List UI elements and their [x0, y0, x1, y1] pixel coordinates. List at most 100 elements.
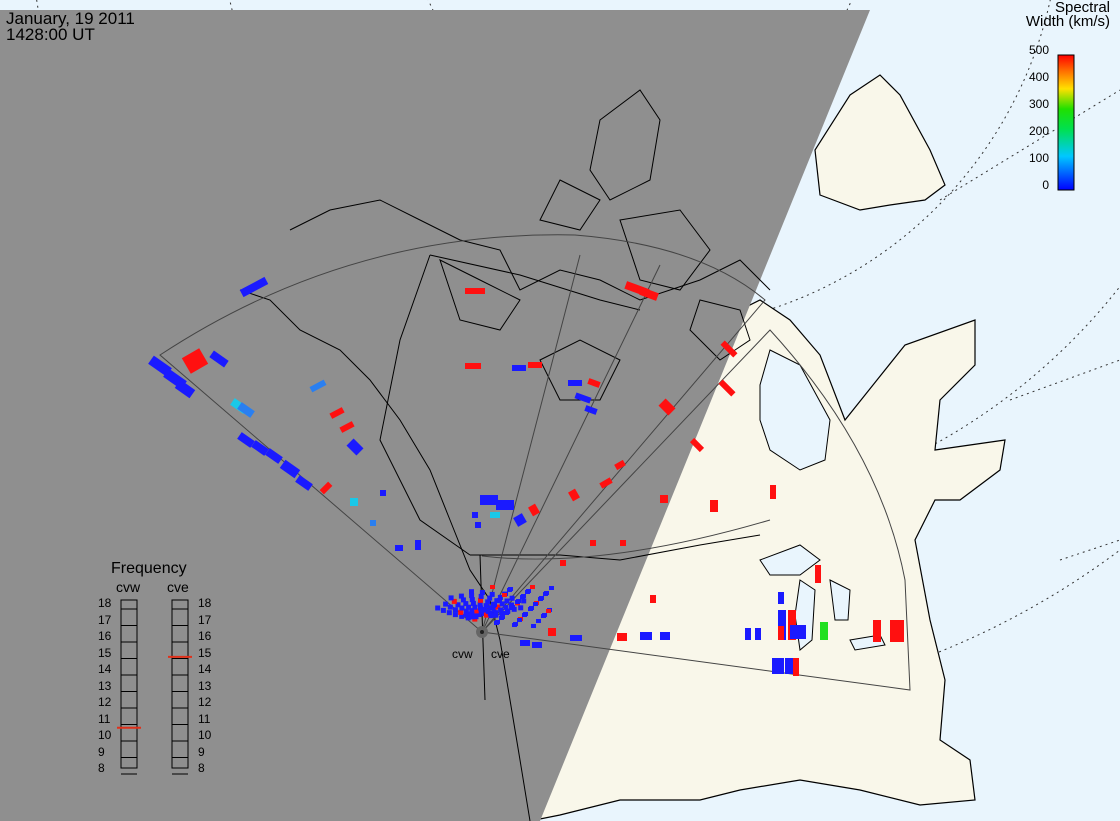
echo-cell — [710, 500, 718, 512]
echo-cell — [148, 355, 172, 377]
echo-cell — [339, 421, 355, 433]
echo-cell — [474, 608, 480, 614]
echo-cell — [584, 405, 598, 415]
borders — [379, 254, 761, 701]
echo-cell — [451, 598, 457, 604]
frequency-tick-right: 15 — [198, 645, 212, 660]
echo-cell — [873, 620, 881, 642]
echo-cell — [502, 593, 507, 597]
echo-cell — [452, 607, 458, 613]
echo-cell — [181, 348, 209, 374]
echo-cell — [521, 598, 527, 604]
echo-cell — [745, 628, 751, 640]
echo-cell — [478, 597, 483, 603]
lake-superior — [759, 544, 821, 576]
echo-cell — [488, 605, 494, 611]
echo-cell — [490, 512, 500, 518]
frequency-tick-left: 14 — [98, 662, 112, 676]
frequency-tick-right: 17 — [198, 612, 212, 627]
echo-cell — [499, 601, 505, 607]
colorbar-tick-label: 500 — [1028, 43, 1049, 57]
frequency-tick-left: 15 — [98, 645, 112, 660]
echo-cell — [463, 608, 469, 614]
echo-cell — [499, 616, 504, 620]
echo-cell — [455, 602, 461, 608]
colorbar-tick-label: 300 — [1028, 97, 1049, 111]
echo-cell — [478, 605, 483, 611]
echo-cell — [458, 593, 464, 599]
colorbar-tick-label: 400 — [1028, 70, 1049, 84]
echo-cell — [440, 607, 446, 613]
echo-cell — [279, 459, 301, 479]
echo-cell — [463, 612, 469, 618]
echo-cell — [477, 601, 483, 607]
fov-outlines — [159, 234, 911, 691]
echo-cell — [538, 597, 543, 601]
echo-cell — [785, 658, 793, 674]
echo-cell — [890, 620, 898, 642]
echo-cell — [522, 613, 527, 617]
echo-cell — [478, 593, 484, 599]
echo-cell — [465, 615, 471, 621]
echo-cell — [509, 595, 515, 601]
echo-cell — [528, 362, 542, 368]
echo-cell — [528, 607, 533, 611]
echo-cell — [491, 604, 496, 608]
echo-cell — [470, 600, 476, 606]
echo-cell — [493, 612, 499, 618]
echo-cell — [517, 618, 522, 622]
echo-cell — [536, 619, 541, 623]
coastlines-night — [239, 89, 771, 821]
frequency-tick-right: 8 — [198, 761, 205, 775]
echo-cell — [265, 448, 283, 464]
echo-cell — [309, 379, 327, 393]
echo-cell — [475, 522, 481, 528]
echo-cell — [480, 495, 498, 505]
echo-cell — [459, 613, 465, 619]
echo-cell — [546, 609, 551, 613]
echo-cell — [660, 495, 668, 503]
echo-cell — [395, 545, 403, 551]
echo-cell — [533, 602, 538, 606]
echo-cell — [472, 512, 478, 518]
echo-cell — [483, 603, 489, 609]
echo-cell — [532, 642, 542, 648]
cvw-gauge — [120, 599, 138, 769]
echo-cell — [473, 614, 479, 620]
echo-cell — [251, 440, 269, 456]
echo-cell — [755, 628, 761, 640]
echo-cell — [380, 490, 386, 496]
echo-cell — [898, 620, 904, 642]
echo-cell — [478, 609, 484, 615]
echo-cell — [370, 520, 376, 526]
echo-cell — [495, 604, 501, 610]
echo-cell — [497, 594, 503, 600]
echo-cell — [435, 605, 441, 611]
echo-cell — [498, 607, 504, 613]
echo-cell — [511, 606, 517, 612]
echo-cell — [174, 379, 196, 399]
echo-cell — [820, 622, 828, 640]
echo-cell — [469, 593, 475, 599]
hudson-bay — [759, 349, 831, 471]
echo-cell — [447, 604, 453, 610]
echo-cell — [346, 438, 364, 456]
echo-cell — [570, 635, 582, 641]
echo-cell — [770, 485, 776, 499]
echo-cell — [487, 595, 493, 601]
echo-cell — [448, 595, 454, 601]
echo-cell — [504, 598, 510, 604]
echo-cell — [650, 595, 656, 603]
radar-echoes — [148, 276, 904, 676]
frequency-tick-right: 9 — [198, 744, 205, 759]
site-label-cvw: cvw — [452, 647, 473, 661]
echo-cell — [465, 288, 485, 294]
echo-cell — [513, 513, 527, 527]
frequency-gauges — [117, 599, 192, 775]
echo-cell — [463, 601, 469, 607]
echo-cell — [620, 540, 626, 546]
frequency-tick-left: 13 — [98, 678, 112, 693]
echo-cell — [466, 604, 472, 610]
echo-cell — [446, 610, 452, 616]
echo-cell — [488, 613, 494, 619]
